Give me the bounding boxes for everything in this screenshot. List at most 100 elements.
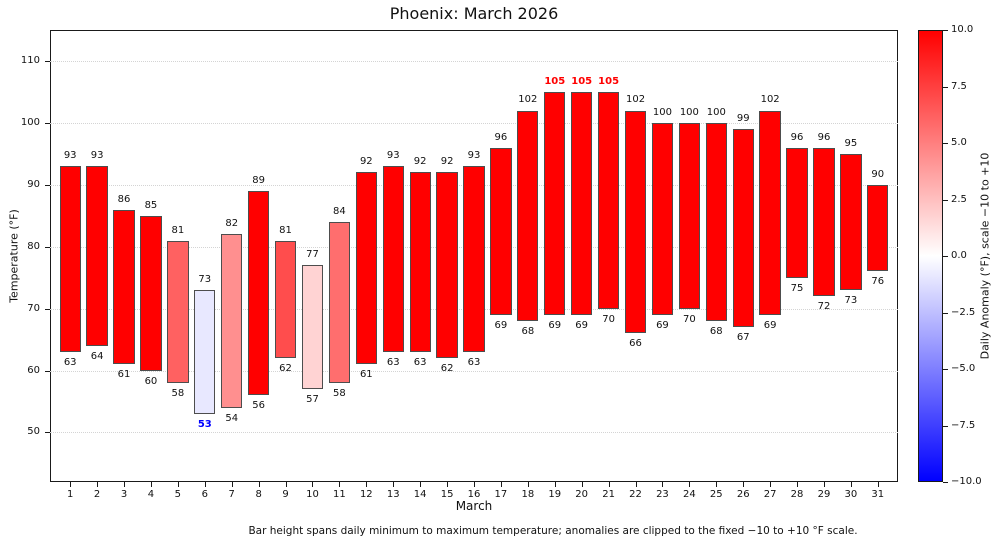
bar-day-21: [597, 91, 620, 309]
x-tick-mark-11: [339, 482, 341, 487]
min-label-day-19: 69: [548, 319, 562, 331]
max-label-day-16: 93: [467, 150, 481, 162]
bar-day-5: [167, 240, 189, 383]
x-tick-mark-31: [877, 482, 879, 487]
x-tick-mark-19: [554, 482, 556, 487]
min-label-day-7: 54: [225, 412, 239, 424]
x-tick-label-6: 6: [201, 489, 208, 500]
colorbar-label: Daily Anomaly (°F), scale −10 to +10: [978, 152, 992, 360]
min-label-day-13: 63: [386, 356, 400, 368]
x-tick-mark-21: [608, 482, 610, 487]
x-tick-mark-20: [581, 482, 583, 487]
min-label-day-4: 60: [144, 375, 158, 387]
bar-day-11: [328, 221, 351, 383]
x-tick-label-16: 16: [467, 489, 481, 500]
max-label-day-9: 81: [279, 224, 292, 236]
bar-day-17: [490, 147, 512, 315]
max-label-day-20: 105: [571, 75, 593, 87]
colorbar-tick-label--2.5: −2.5: [951, 306, 976, 318]
x-tick-mark-14: [420, 482, 422, 487]
bar-day-14: [409, 172, 431, 352]
x-tick-mark-23: [662, 482, 664, 487]
x-tick-label-17: 17: [494, 489, 508, 500]
bar-day-19: [544, 91, 566, 315]
x-tick-label-28: 28: [790, 489, 804, 500]
bar-day-25: [705, 122, 727, 321]
x-tick-mark-27: [770, 482, 772, 487]
x-tick-mark-17: [500, 482, 502, 487]
max-label-day-12: 92: [359, 156, 373, 168]
bar-day-30: [840, 153, 862, 290]
bar-day-12: [355, 172, 377, 365]
min-label-day-9: 62: [279, 363, 292, 375]
x-tick-label-18: 18: [521, 489, 535, 500]
max-label-day-15: 92: [440, 156, 454, 168]
min-label-day-12: 61: [359, 369, 373, 381]
bar-day-7: [221, 234, 243, 408]
min-label-day-24: 70: [682, 313, 696, 325]
x-tick-label-20: 20: [575, 489, 589, 500]
x-tick-label-5: 5: [174, 489, 182, 500]
max-label-day-5: 81: [171, 224, 185, 236]
gridline-y-110: [50, 60, 898, 62]
x-tick-mark-16: [474, 482, 475, 487]
max-label-day-26: 99: [736, 113, 750, 125]
x-tick-label-1: 1: [67, 489, 74, 500]
y-tick-label-110: 110: [20, 54, 40, 66]
max-label-day-21: 105: [598, 75, 620, 87]
x-tick-label-30: 30: [844, 489, 858, 500]
x-tick-label-14: 14: [413, 489, 427, 500]
y-tick-mark-80: [45, 246, 50, 248]
y-tick-mark-70: [45, 308, 50, 310]
colorbar-tick-mark--2.5: [943, 312, 948, 314]
bar-day-28: [786, 147, 808, 278]
min-label-day-10: 57: [306, 394, 319, 406]
x-tick-mark-8: [258, 482, 260, 487]
colorbar-tick-mark-10: [943, 30, 948, 31]
min-label-day-6: 53: [197, 418, 212, 430]
min-label-day-23: 69: [656, 319, 669, 331]
bar-day-24: [678, 122, 701, 309]
min-label-day-21: 70: [602, 313, 615, 325]
x-tick-label-31: 31: [871, 489, 885, 500]
y-tick-mark-60: [45, 370, 50, 372]
y-tick-label-70: 70: [27, 302, 40, 314]
max-label-day-17: 96: [494, 131, 508, 143]
y-axis-label: Temperature (°F): [7, 209, 21, 303]
x-tick-label-21: 21: [602, 489, 615, 500]
max-label-day-24: 100: [679, 106, 699, 118]
x-tick-mark-26: [743, 482, 745, 487]
x-tick-mark-28: [797, 482, 799, 487]
bar-day-16: [463, 166, 485, 352]
colorbar-tick-label-0: 0.0: [951, 250, 967, 261]
x-tick-mark-6: [204, 482, 206, 487]
y-tick-label-80: 80: [27, 240, 40, 252]
y-tick-label-100: 100: [20, 116, 40, 128]
bar-day-18: [517, 110, 539, 321]
min-label-day-30: 73: [844, 295, 858, 307]
x-tick-mark-9: [285, 482, 287, 487]
max-label-day-3: 86: [117, 193, 131, 205]
max-label-day-23: 100: [652, 106, 672, 118]
bar-day-3: [113, 209, 135, 365]
x-tick-label-15: 15: [440, 489, 454, 500]
x-tick-mark-18: [527, 482, 529, 487]
min-label-day-17: 69: [494, 319, 508, 331]
x-tick-mark-22: [635, 482, 637, 487]
bar-day-26: [732, 129, 754, 328]
x-tick-label-8: 8: [255, 489, 262, 500]
colorbar-tick-mark--10: [943, 482, 948, 483]
bar-day-15: [436, 172, 458, 359]
max-label-day-6: 73: [198, 274, 212, 286]
x-tick-label-7: 7: [228, 489, 235, 500]
min-label-day-14: 63: [413, 356, 427, 368]
max-label-day-25: 100: [706, 106, 726, 118]
x-tick-mark-5: [177, 482, 179, 487]
x-tick-mark-25: [716, 482, 718, 487]
min-label-day-28: 75: [790, 282, 804, 294]
colorbar-tick-mark--5: [943, 369, 948, 370]
y-tick-label-90: 90: [27, 178, 40, 190]
min-label-day-27: 69: [763, 319, 777, 331]
y-tick-mark-90: [45, 184, 50, 186]
bar-day-8: [247, 191, 270, 396]
